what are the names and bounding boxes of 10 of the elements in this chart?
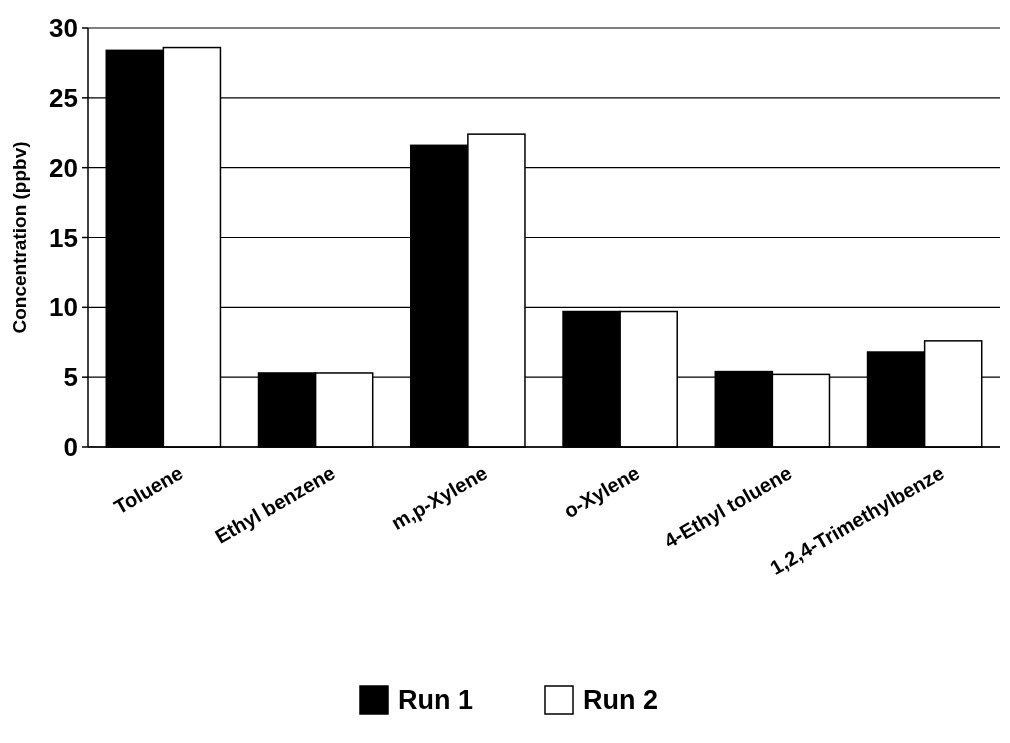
- y-tick-label: 20: [49, 152, 78, 183]
- y-axis-title: Concentration (ppbv): [9, 141, 30, 334]
- y-tick-label: 25: [49, 82, 78, 113]
- y-tick-label: 15: [49, 222, 78, 253]
- legend-label: Run 1: [398, 685, 474, 716]
- y-tick-label: 5: [63, 362, 78, 393]
- legend-label: Run 2: [583, 685, 659, 716]
- y-tick-label: 0: [63, 432, 78, 463]
- y-tick-label: 30: [49, 13, 78, 44]
- y-tick-label: 10: [49, 292, 78, 323]
